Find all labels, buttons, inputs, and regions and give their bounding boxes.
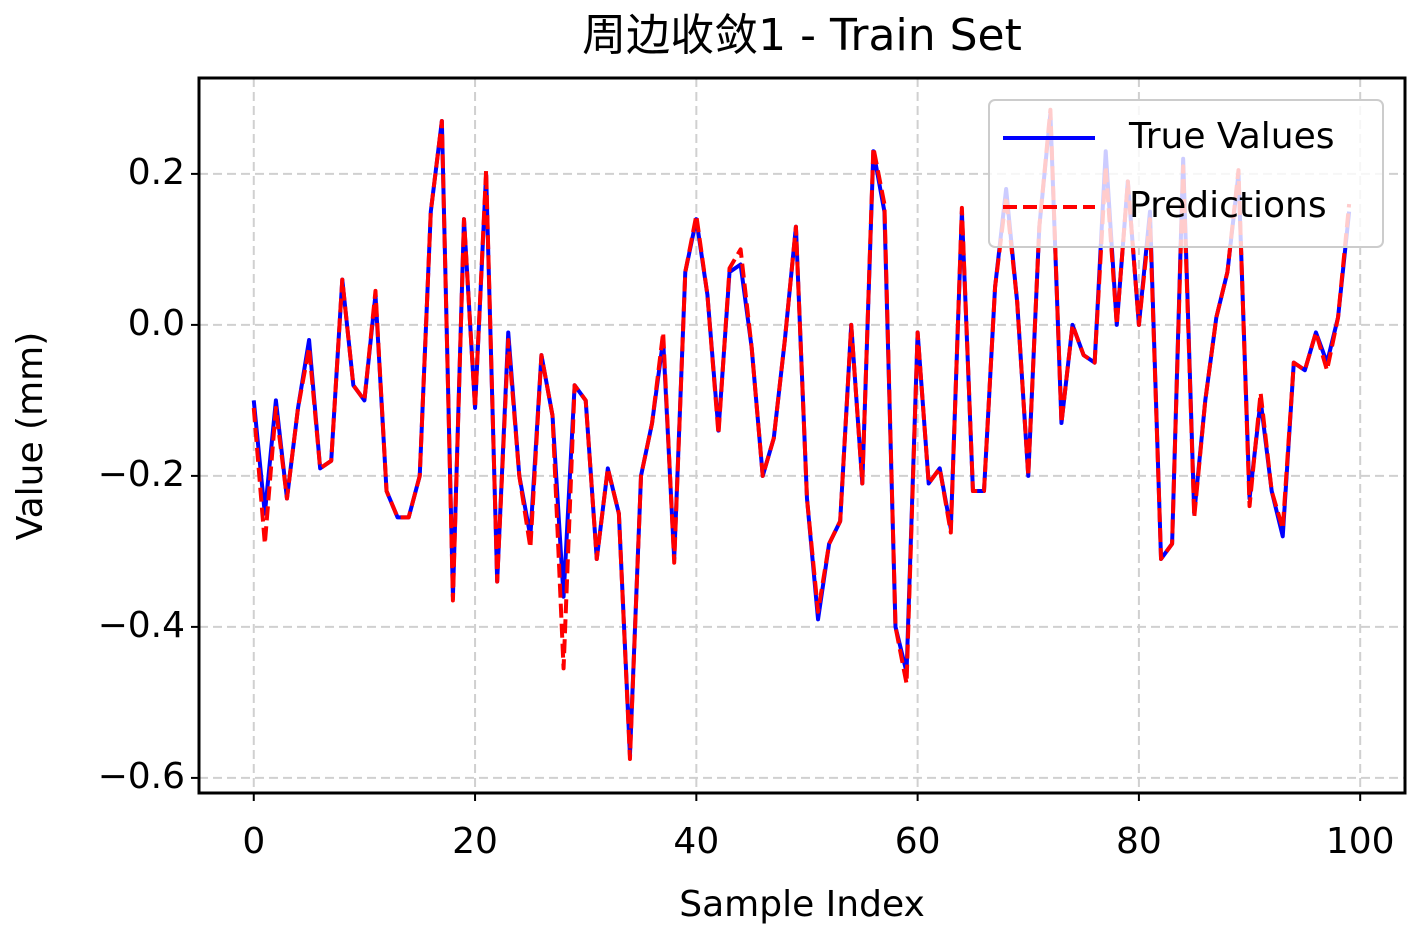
x-tick-label: 0 (242, 821, 265, 862)
chart-title: 周边收敛1 - Train Set (582, 10, 1022, 61)
x-tick-label: 40 (673, 821, 719, 862)
y-axis-label: Value (mm) (10, 332, 51, 541)
legend-label: True Values (1128, 116, 1335, 157)
x-axis-label: Sample Index (679, 884, 925, 925)
x-tick-label: 80 (1116, 821, 1162, 862)
x-tick-label: 20 (452, 821, 498, 862)
x-tick-label: 60 (895, 821, 941, 862)
plot-frame (197, 76, 1407, 795)
y-tick-label: −0.2 (98, 454, 185, 495)
data-line (251, 107, 1352, 762)
y-tick-label: 0.2 (128, 152, 185, 193)
legend-label: Predictions (1129, 185, 1327, 226)
x-tick-label: 100 (1326, 821, 1395, 862)
y-tick-label: −0.4 (98, 605, 185, 646)
y-tick-label: −0.6 (98, 756, 185, 797)
y-tick-label: 0.0 (128, 303, 185, 344)
